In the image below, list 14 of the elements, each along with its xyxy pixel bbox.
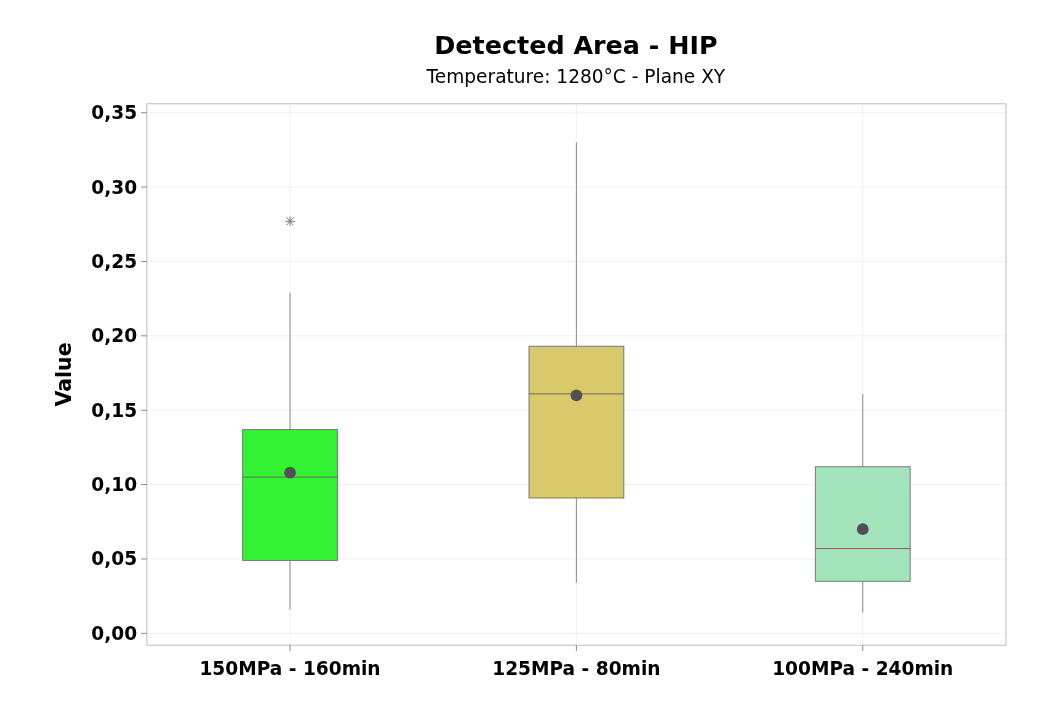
chart-subtitle: Temperature: 1280°C - Plane XY bbox=[425, 66, 726, 88]
y-tick-label: 0,05 bbox=[91, 548, 138, 570]
y-tick-label: 0,00 bbox=[91, 622, 138, 644]
y-tick-label: 0,20 bbox=[91, 325, 138, 347]
y-tick-label: 0,35 bbox=[91, 102, 138, 124]
x-tick-label: 100MPa - 240min bbox=[772, 657, 954, 679]
x-tick-label: 125MPa - 80min bbox=[492, 657, 661, 679]
y-tick-label: 0,30 bbox=[91, 176, 138, 198]
y-axis-title: Value bbox=[51, 342, 76, 407]
x-tick-label: 150MPa - 160min bbox=[199, 657, 381, 679]
y-tick-label: 0,15 bbox=[91, 399, 138, 421]
y-tick-label: 0,10 bbox=[91, 474, 138, 496]
y-tick-label: 0,25 bbox=[91, 250, 138, 272]
chart-title: Detected Area - HIP bbox=[434, 29, 718, 60]
